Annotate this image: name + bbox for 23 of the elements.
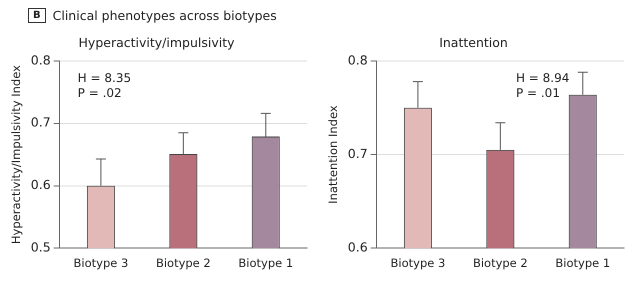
- x-tick-label: Biotype 1: [238, 256, 294, 270]
- x-tick-label: Biotype 3: [74, 256, 128, 270]
- chart-title: Inattention: [439, 34, 508, 50]
- x-tick-label: Biotype 3: [390, 256, 446, 270]
- annotation: H = 8.94: [516, 71, 570, 86]
- y-tick-label: 0.6: [30, 177, 51, 192]
- text: Clinical phenotypes across biotypes: [52, 8, 277, 22]
- y-axis-title: Hyperactivity/Impulsivity Index: [8, 64, 23, 244]
- y-tick-label: 0.6: [348, 239, 368, 254]
- y-tick-label: 0.7: [348, 146, 368, 161]
- annotation: P = .02: [78, 86, 122, 100]
- y-tick-label: 0.5: [30, 239, 51, 254]
- text: B: [28, 8, 46, 22]
- x-tick-label: Biotype 1: [555, 256, 610, 270]
- x-tick-label: Biotype 2: [472, 256, 528, 270]
- annotation: H = 8.35: [78, 71, 132, 86]
- y-tick-label: 0.7: [30, 114, 51, 130]
- chart-title: Hyperactivity/impulsivity: [78, 34, 236, 50]
- y-tick-label: 0.8: [348, 52, 368, 68]
- annotation: P = .01: [516, 86, 560, 100]
- y-tick-label: 0.8: [30, 52, 51, 68]
- x-tick-label: Biotype 2: [156, 256, 211, 270]
- y-axis-title: Inattention Index: [326, 105, 340, 204]
